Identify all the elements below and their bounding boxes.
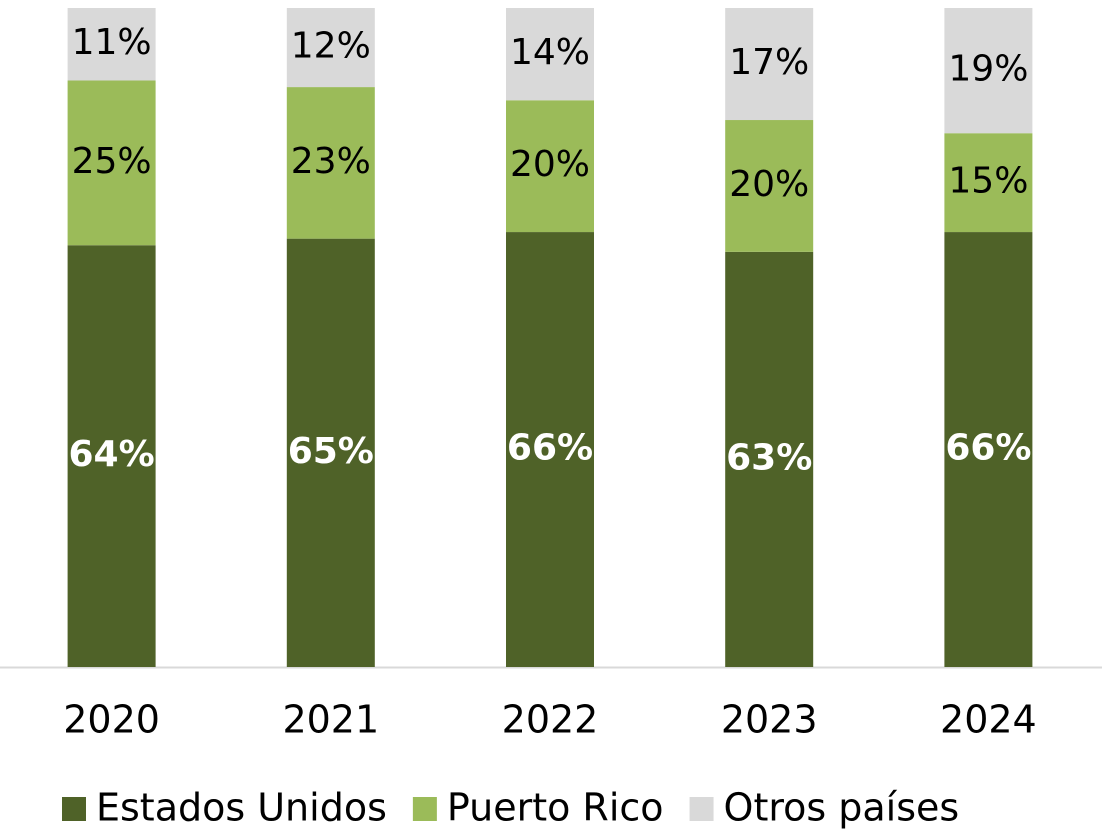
data-label: 17% xyxy=(729,42,809,83)
bar-segment xyxy=(67,80,156,246)
data-label: 23% xyxy=(291,141,371,182)
data-label: 63% xyxy=(726,437,812,478)
bar-segment xyxy=(67,8,156,81)
legend-label: Otros países xyxy=(724,786,960,830)
bar-segment xyxy=(944,232,1033,667)
data-label: 15% xyxy=(948,161,1028,202)
bar-segment xyxy=(506,100,594,233)
data-label: 12% xyxy=(291,26,371,67)
x-tick-label: 2022 xyxy=(502,698,599,742)
data-label: 66% xyxy=(945,428,1031,469)
bar-segment xyxy=(725,120,814,252)
bar-segment xyxy=(506,8,594,101)
legend-label: Estados Unidos xyxy=(96,786,387,830)
x-tick-label: 2024 xyxy=(940,698,1037,742)
x-tick-label: 2023 xyxy=(721,698,818,742)
data-label: 20% xyxy=(729,164,809,205)
bar-segment xyxy=(944,133,1033,233)
data-label: 19% xyxy=(948,49,1028,90)
x-tick-label: 2020 xyxy=(63,698,160,742)
legend-swatch xyxy=(412,797,437,821)
bar-segment xyxy=(725,251,814,667)
data-label: 65% xyxy=(288,431,374,472)
bar-segment xyxy=(286,238,375,667)
bar-segment xyxy=(944,8,1033,134)
data-label: 14% xyxy=(510,32,590,73)
data-label: 11% xyxy=(72,22,152,63)
data-label: 20% xyxy=(510,144,590,185)
bar-segment xyxy=(286,87,375,239)
data-label: 64% xyxy=(69,434,155,475)
bar-segment xyxy=(286,8,375,88)
bar-segment xyxy=(725,8,814,121)
legend-label: Puerto Rico xyxy=(447,786,664,830)
data-label: 25% xyxy=(72,141,152,182)
legend-swatch xyxy=(62,797,86,821)
bar-segment xyxy=(67,245,156,668)
x-tick-label: 2021 xyxy=(282,698,379,742)
bar-segment xyxy=(506,232,594,667)
legend-swatch xyxy=(689,797,714,821)
data-label: 66% xyxy=(507,428,593,469)
